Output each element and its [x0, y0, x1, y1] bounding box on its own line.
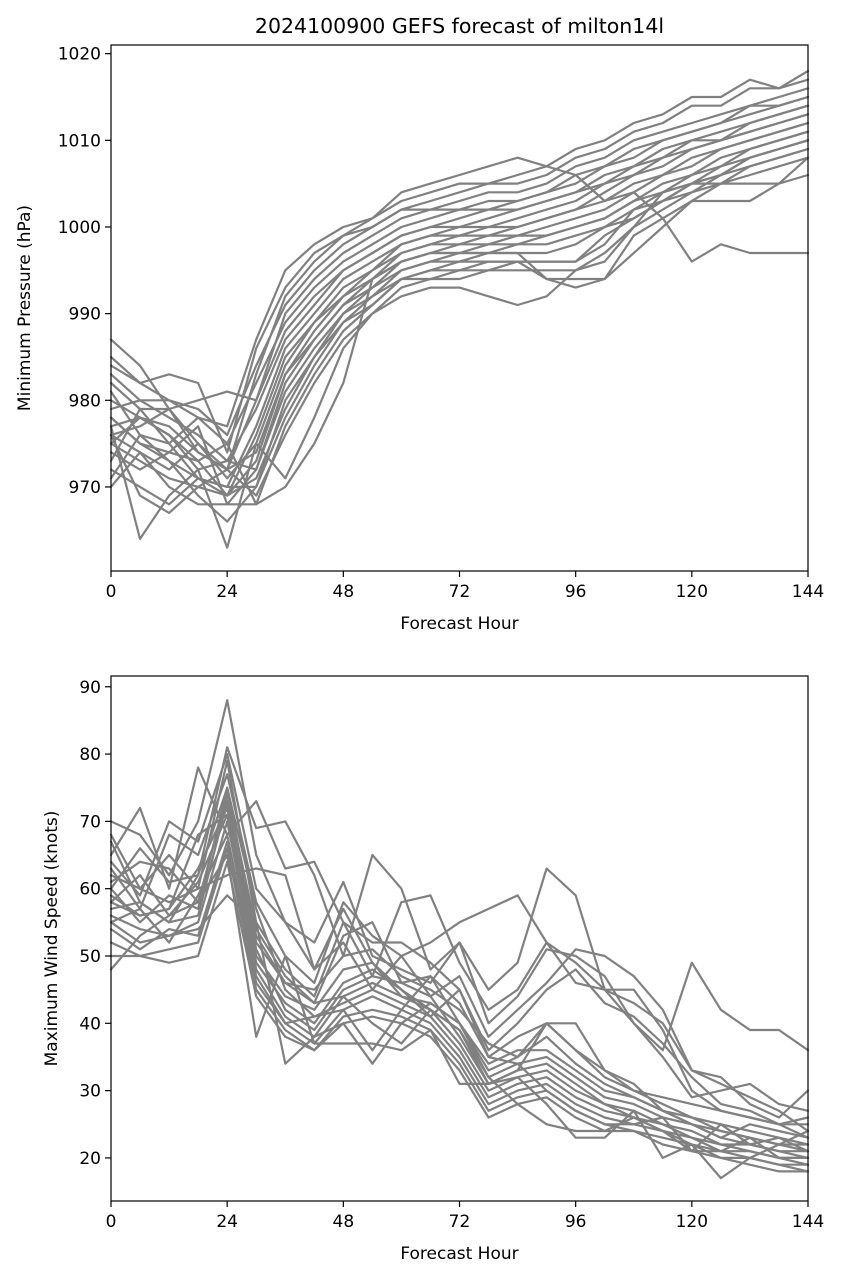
pressure-member-line-11 — [109, 121, 810, 480]
wind-y-tick-label: 30 — [79, 1082, 101, 1102]
wind-y-tick-label: 60 — [79, 880, 101, 900]
wind-member-line-19 — [109, 833, 810, 1153]
wind-panel: 0 24 48 72 96 120 144 20 30 40 50 60 70 80 90 Forecas… — [42, 675, 824, 1264]
wind-y-axis-ticks: 20 30 40 50 60 70 80 90 — [79, 678, 111, 1169]
pressure-member-line-21 — [109, 139, 810, 549]
wind-y-tick-label: 70 — [79, 812, 101, 832]
wind-member-line-11 — [109, 800, 810, 1160]
pressure-panel: 2024100900 GEFS forecast of milton14l 0 2… — [15, 14, 824, 634]
pressure-member-line-22 — [109, 173, 810, 506]
wind-x-tick-label: 144 — [792, 1212, 824, 1232]
pressure-y-axis-ticks: 970 980 990 1000 1010 1020 — [58, 45, 111, 498]
pressure-x-axis-ticks: 0 24 48 72 96 120 144 — [106, 571, 824, 602]
wind-x-tick-label: 120 — [676, 1212, 708, 1232]
chart-title: 2024100900 GEFS forecast of milton14l — [255, 14, 664, 38]
pressure-x-axis-label: Forecast Hour — [400, 614, 518, 634]
wind-x-tick-label: 48 — [333, 1212, 355, 1232]
pressure-y-tick-label: 1020 — [58, 45, 101, 65]
wind-y-tick-label: 40 — [79, 1014, 101, 1034]
pressure-y-axis-label: Minimum Pressure (hPa) — [15, 205, 35, 411]
wind-member-line-4 — [109, 752, 810, 1112]
wind-member-line-13 — [109, 833, 810, 1166]
wind-x-tick-label: 0 — [106, 1212, 117, 1232]
pressure-y-tick-label: 1010 — [58, 131, 101, 151]
pressure-x-tick-label: 24 — [216, 582, 238, 602]
pressure-y-tick-label: 990 — [69, 305, 101, 325]
pressure-x-tick-label: 0 — [106, 582, 117, 602]
wind-member-line-20 — [109, 786, 810, 1139]
wind-y-tick-label: 80 — [79, 745, 101, 765]
wind-x-axis-label: Forecast Hour — [400, 1244, 518, 1264]
wind-member-lines — [109, 699, 810, 1180]
wind-y-tick-label: 50 — [79, 947, 101, 967]
wind-x-tick-label: 24 — [216, 1212, 238, 1232]
wind-y-tick-label: 90 — [79, 678, 101, 698]
pressure-y-tick-label: 980 — [69, 391, 101, 411]
wind-member-line-21 — [109, 813, 810, 1126]
pressure-x-tick-label: 120 — [676, 582, 708, 602]
wind-y-axis-label: Maximum Wind Speed (knots) — [42, 811, 62, 1067]
wind-x-axis-ticks: 0 24 48 72 96 120 144 — [106, 1201, 824, 1232]
pressure-y-tick-label: 1000 — [58, 218, 101, 238]
pressure-member-lines — [109, 69, 810, 549]
pressure-x-tick-label: 144 — [792, 582, 824, 602]
wind-member-line-17 — [109, 853, 810, 1180]
pressure-x-tick-label: 72 — [449, 582, 471, 602]
pressure-x-tick-label: 96 — [565, 582, 587, 602]
wind-y-tick-label: 20 — [79, 1149, 101, 1169]
pressure-member-line-2 — [109, 69, 810, 428]
wind-x-tick-label: 72 — [449, 1212, 471, 1232]
wind-member-line-5 — [109, 773, 810, 1133]
pressure-member-line-3 — [109, 78, 810, 454]
pressure-y-tick-label: 970 — [69, 478, 101, 498]
wind-x-tick-label: 96 — [565, 1212, 587, 1232]
pressure-x-tick-label: 48 — [333, 582, 355, 602]
pressure-member-line-4 — [109, 87, 810, 437]
wind-member-line-1 — [109, 699, 810, 1052]
